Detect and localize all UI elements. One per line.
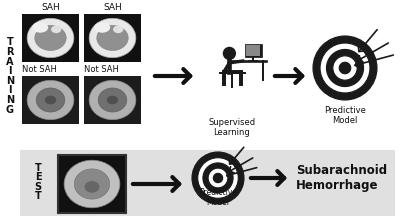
Circle shape <box>339 62 351 74</box>
Text: Predictive
Model: Predictive Model <box>324 106 366 125</box>
Bar <box>84 76 141 124</box>
Circle shape <box>320 43 370 93</box>
Ellipse shape <box>113 25 123 33</box>
Circle shape <box>198 158 238 198</box>
Ellipse shape <box>84 181 100 193</box>
Circle shape <box>333 56 357 80</box>
Text: Supervised
Learning: Supervised Learning <box>208 118 256 137</box>
Bar <box>20 150 395 216</box>
Text: SAH: SAH <box>103 3 122 12</box>
Ellipse shape <box>64 160 120 208</box>
Bar <box>22 76 79 124</box>
Ellipse shape <box>51 25 61 33</box>
Ellipse shape <box>97 25 128 50</box>
Ellipse shape <box>45 96 56 104</box>
Ellipse shape <box>107 96 118 104</box>
Ellipse shape <box>89 18 136 58</box>
Circle shape <box>203 163 233 193</box>
Text: T
R
A
I
N
I
N
G: T R A I N I N G <box>6 37 14 115</box>
Bar <box>58 155 126 213</box>
Circle shape <box>208 168 228 188</box>
Ellipse shape <box>74 169 110 199</box>
Bar <box>246 45 260 56</box>
Ellipse shape <box>35 25 66 50</box>
Text: Predictive
Model: Predictive Model <box>199 188 237 207</box>
Text: Not SAH: Not SAH <box>84 65 119 74</box>
Circle shape <box>192 152 244 204</box>
Ellipse shape <box>94 22 110 33</box>
Circle shape <box>223 47 236 60</box>
Circle shape <box>213 173 223 183</box>
Bar <box>22 14 79 62</box>
Ellipse shape <box>98 88 127 112</box>
Circle shape <box>326 50 364 87</box>
Ellipse shape <box>89 80 136 120</box>
Text: SAH: SAH <box>41 3 60 12</box>
Circle shape <box>313 36 377 100</box>
Ellipse shape <box>36 88 65 112</box>
Ellipse shape <box>32 22 48 33</box>
Text: T
E
S
T: T E S T <box>34 163 42 201</box>
Bar <box>84 14 141 62</box>
Text: Not SAH: Not SAH <box>22 65 57 74</box>
Bar <box>245 44 262 57</box>
Text: Subarachnoid
Hemorrhage: Subarachnoid Hemorrhage <box>296 164 387 192</box>
Ellipse shape <box>27 18 74 58</box>
Ellipse shape <box>27 80 74 120</box>
